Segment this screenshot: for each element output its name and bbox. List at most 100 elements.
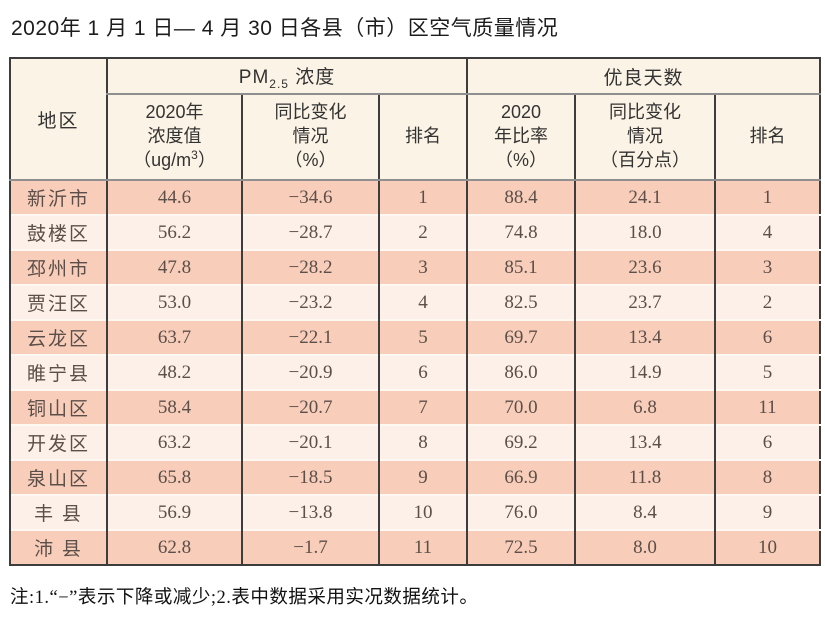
good-rank-cell: 6 <box>714 319 821 355</box>
pm-change-cell: −18.5 <box>241 459 379 495</box>
header-pm-value-line1: 2020年 <box>145 101 204 122</box>
header-good-rank: 排名 <box>714 94 821 181</box>
ratio-cell: 72.5 <box>466 529 576 565</box>
region-cell: 丰 县 <box>9 494 107 530</box>
pm-value-cell: 63.2 <box>106 424 242 460</box>
good-change-cell: 24.1 <box>574 180 716 215</box>
header-ratio-line1: 2020 <box>501 102 542 123</box>
good-change-cell: 8.0 <box>574 529 716 565</box>
pm25-label-sub: 2.5 <box>269 76 289 91</box>
region-cell: 贾汪区 <box>9 284 107 320</box>
header-pm-value-line3: （ug/m3） <box>108 148 241 173</box>
pm-change-cell: −22.1 <box>241 319 379 355</box>
good-change-cell: 14.9 <box>574 354 716 390</box>
table-row: 睢宁县 48.2 −20.9 6 86.0 14.9 5 <box>9 354 821 390</box>
table-row: 鼓楼区 56.2 −28.7 2 74.8 18.0 4 <box>9 214 821 250</box>
table-row: 云龙区 63.7 −22.1 5 69.7 13.4 6 <box>9 319 821 355</box>
pm-change-cell: −20.7 <box>241 389 379 425</box>
table-row: 新沂市 44.6 −34.6 1 88.4 24.1 1 <box>9 180 821 215</box>
good-change-cell: 23.7 <box>574 284 716 320</box>
ratio-cell: 76.0 <box>466 494 576 530</box>
region-cell: 开发区 <box>9 424 107 460</box>
good-change-cell: 11.8 <box>574 459 716 495</box>
pm-value-cell: 63.7 <box>106 319 242 355</box>
pm-value-cell: 56.9 <box>106 494 242 530</box>
table-row: 沛 县 62.8 −1.7 11 72.5 8.0 10 <box>9 529 821 565</box>
good-rank-cell: 4 <box>714 214 821 250</box>
header-pm-value: 2020年 浓度值 （ug/m3） <box>106 94 242 181</box>
pm-rank-cell: 7 <box>377 389 468 425</box>
good-change-cell: 18.0 <box>574 214 716 250</box>
good-rank-cell: 3 <box>714 249 821 285</box>
ratio-cell: 86.0 <box>466 354 576 390</box>
pm-rank-cell: 10 <box>377 494 468 530</box>
good-rank-cell: 5 <box>714 354 821 390</box>
good-rank-cell: 6 <box>714 424 821 460</box>
ratio-cell: 82.5 <box>466 284 576 320</box>
pm-value-cell: 62.8 <box>106 529 242 565</box>
pm-change-cell: −28.7 <box>241 214 379 250</box>
region-cell: 新沂市 <box>9 180 107 215</box>
good-change-cell: 8.4 <box>574 494 716 530</box>
header-ratio-line2: 年比率 <box>494 126 549 147</box>
ratio-cell: 88.4 <box>466 180 576 215</box>
pm-unit-suffix: ） <box>197 150 216 171</box>
good-change-cell: 23.6 <box>574 249 716 285</box>
pm-rank-cell: 4 <box>377 284 468 320</box>
ratio-cell: 69.2 <box>466 424 576 460</box>
pm-rank-cell: 8 <box>377 424 468 460</box>
pm-value-cell: 58.4 <box>106 389 242 425</box>
pm-value-cell: 44.6 <box>106 180 242 215</box>
header-pm-rank: 排名 <box>377 94 468 181</box>
pm-value-cell: 47.8 <box>106 249 242 285</box>
table-row: 铜山区 58.4 −20.7 7 70.0 6.8 11 <box>9 389 821 425</box>
header-region: 地区 <box>9 58 107 181</box>
pm-value-cell: 53.0 <box>106 284 242 320</box>
ratio-cell: 66.9 <box>466 459 576 495</box>
ratio-cell: 70.0 <box>466 389 576 425</box>
region-cell: 沛 县 <box>9 529 107 565</box>
good-rank-cell: 11 <box>714 389 821 425</box>
region-cell: 铜山区 <box>9 389 107 425</box>
table-row: 丰 县 56.9 −13.8 10 76.0 8.4 9 <box>9 494 821 530</box>
header-good-change-line3: （百分点） <box>600 149 691 170</box>
pm-unit-sup: 3 <box>191 148 198 163</box>
pm-change-cell: −1.7 <box>241 529 379 565</box>
table-row: 贾汪区 53.0 −23.2 4 82.5 23.7 2 <box>9 284 821 320</box>
header-ratio-line3: （%） <box>495 149 548 170</box>
header-good-days-group: 优良天数 <box>466 58 821 95</box>
pm25-label-suffix: 浓度 <box>288 66 336 88</box>
good-rank-cell: 10 <box>714 529 821 565</box>
header-good-change-line1: 同比变化 <box>609 102 682 123</box>
header-good-change: 同比变化 情况 （百分点） <box>574 94 716 181</box>
good-change-cell: 13.4 <box>574 319 716 355</box>
ratio-cell: 69.7 <box>466 319 576 355</box>
ratio-cell: 85.1 <box>466 249 576 285</box>
header-pm-change-line3: （%） <box>284 149 337 170</box>
header-ratio: 2020 年比率 （%） <box>466 94 576 181</box>
ratio-cell: 74.8 <box>466 214 576 250</box>
pm-rank-cell: 1 <box>377 180 468 215</box>
table-row: 邳州市 47.8 −28.2 3 85.1 23.6 3 <box>9 249 821 285</box>
pm-value-cell: 56.2 <box>106 214 242 250</box>
header-pm-change: 同比变化 情况 （%） <box>241 94 379 181</box>
pm-rank-cell: 9 <box>377 459 468 495</box>
header-pm25-group: PM2.5 浓度 <box>105 58 468 95</box>
header-pm-change-line2: 情况 <box>292 126 329 147</box>
pm-change-cell: −23.2 <box>241 284 379 320</box>
pm-unit-prefix: （ug/m <box>133 150 192 171</box>
good-rank-cell: 1 <box>714 180 821 215</box>
good-rank-cell: 8 <box>714 459 821 495</box>
pm-value-cell: 65.8 <box>106 459 242 495</box>
table-body: 新沂市 44.6 −34.6 1 88.4 24.1 1 鼓楼区 56.2 −28.7 2 74.8 1… <box>9 180 821 565</box>
header-good-change-line2: 情况 <box>627 126 664 147</box>
pm-change-cell: −20.1 <box>241 424 379 460</box>
header-group-row: 地区 PM2.5 浓度 优良天数 <box>9 58 821 181</box>
region-cell: 泉山区 <box>9 459 107 495</box>
air-quality-table: 地区 PM2.5 浓度 优良天数 2020年 浓度值 （ug/m3） 同比变化 … <box>9 57 822 566</box>
good-rank-cell: 9 <box>714 494 821 530</box>
header-pm-value-line2: 浓度值 <box>147 125 202 146</box>
table-header: 地区 PM2.5 浓度 优良天数 2020年 浓度值 （ug/m3） 同比变化 … <box>9 58 821 181</box>
region-cell: 云龙区 <box>9 319 107 355</box>
header-pm-change-line1: 同比变化 <box>274 102 347 123</box>
